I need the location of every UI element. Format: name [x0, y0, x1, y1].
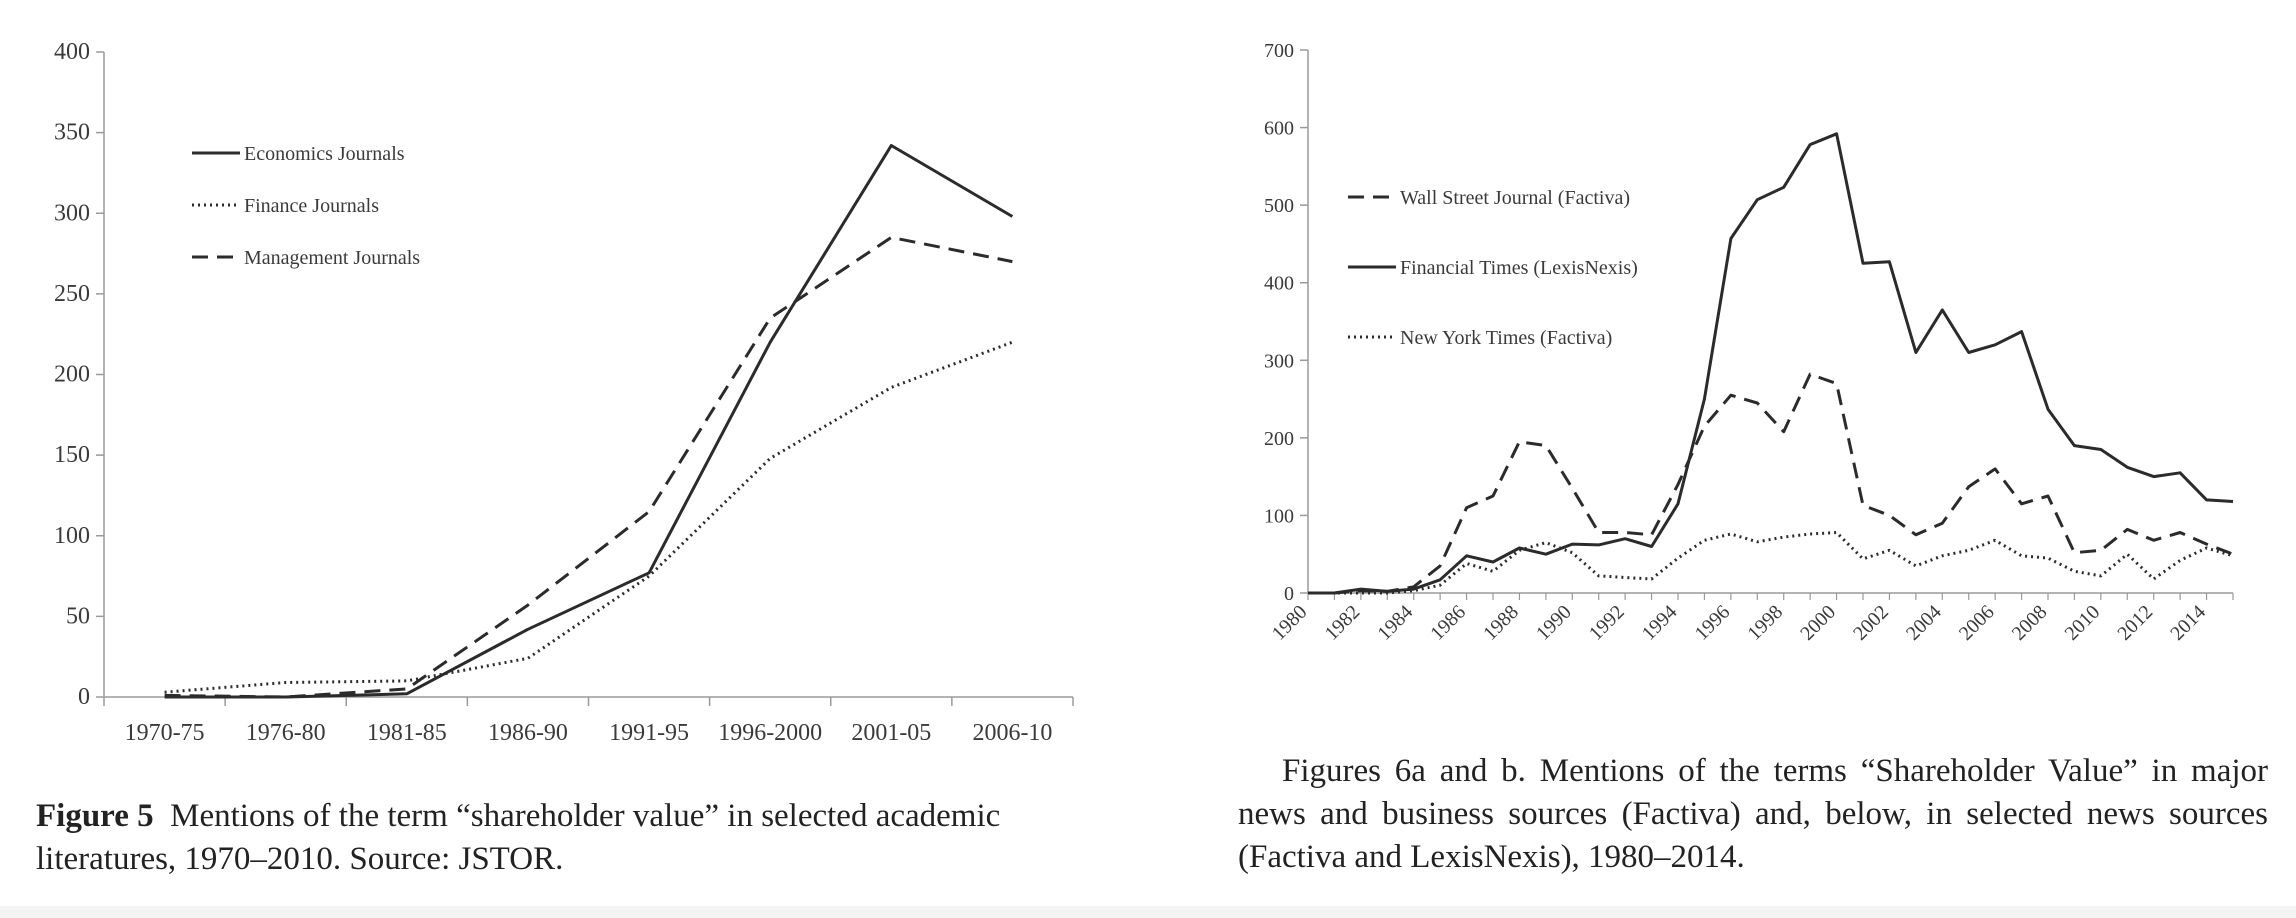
y-tick-label: 200 [54, 362, 90, 388]
x-tick-label: 2002 [1849, 601, 1893, 645]
x-tick-label: 2012 [2113, 601, 2157, 645]
x-tick-label: 2006 [1955, 601, 1999, 645]
figure-6-caption-text: Figures 6a and b. Mentions of the terms … [1238, 753, 2268, 875]
x-tick-label: 2000 [1796, 601, 1840, 645]
series-line-new-york-times-factiva [1308, 531, 2234, 595]
figure-5-caption-label: Figure 5 [36, 798, 154, 834]
x-tick-label: 1990 [1532, 601, 1576, 645]
legend-label: Management Journals [244, 247, 420, 269]
x-tick-label: 1998 [1743, 601, 1787, 645]
y-tick-label: 50 [66, 603, 90, 629]
figure-5-caption: Figure 5 Mentions of the term “sharehold… [36, 795, 1116, 881]
x-tick-label: 1988 [1479, 601, 1523, 645]
x-tick-label: 1991-95 [609, 720, 689, 746]
y-tick-label: 600 [1264, 118, 1294, 140]
figure-5-caption-text: Mentions of the term “shareholder value”… [36, 798, 1001, 877]
y-tick-label: 400 [1264, 273, 1294, 295]
series-line-financial-times-lexisnexis [1308, 132, 2234, 595]
legend-label: Financial Times (LexisNexis) [1400, 257, 1638, 279]
y-tick-label: 300 [54, 200, 90, 226]
legend-label: Finance Journals [244, 195, 379, 217]
y-tick-label: 100 [1264, 505, 1294, 527]
y-tick-label: 100 [54, 523, 90, 549]
x-tick-label: 1992 [1585, 601, 1629, 645]
y-tick-label: 200 [1264, 428, 1294, 450]
figure-6-panel: 0 100 200 300 400 500 600 700 1980 1982 1984 1986 19… [1148, 0, 2296, 918]
x-tick-label: 2008 [2008, 601, 2052, 645]
x-tick-label: 1994 [1638, 601, 1682, 645]
figure-6-caption: Figures 6a and b. Mentions of the terms … [1238, 750, 2268, 879]
x-tick-label: 1982 [1321, 601, 1365, 645]
legend-label: Wall Street Journal (Factiva) [1400, 187, 1630, 209]
x-tick-label: 1986 [1426, 601, 1470, 645]
x-tick-label: 1976-80 [246, 720, 326, 746]
x-tick-label: 2014 [2166, 601, 2210, 645]
x-tick-label: 2010 [2061, 601, 2105, 645]
x-tick-label: 1986-90 [488, 720, 568, 746]
y-tick-label: 0 [78, 684, 90, 710]
series-line-economics-journals [164, 144, 1014, 699]
x-tick-label: 1996 [1691, 601, 1735, 645]
x-tick-label: 2004 [1902, 601, 1946, 645]
x-tick-label: 1984 [1373, 601, 1417, 645]
y-tick-label: 350 [54, 120, 90, 146]
y-tick-label: 0 [1284, 583, 1294, 605]
x-tick-label: 1996-2000 [718, 720, 822, 746]
series-line-management-journals [164, 235, 1013, 699]
y-tick-label: 150 [54, 442, 90, 468]
x-tick-label: 2006-10 [972, 720, 1052, 746]
figure-5-panel: 0 50 100 150 200 250 300 350 400 1970-75 1976-80 19… [36, 39, 1116, 881]
x-tick-label: 1970-75 [125, 720, 205, 746]
figure-5-chart: 0 50 100 150 200 250 300 350 400 1970-75 1976-80 19… [54, 39, 1074, 746]
page-bottom-edge [0, 906, 2296, 918]
x-tick-label: 1981-85 [367, 720, 447, 746]
y-tick-label: 250 [54, 281, 90, 307]
series-line-wall-street-journal-factiva [1308, 372, 2234, 595]
series-line-finance-journals [164, 340, 1013, 694]
x-tick-label: 2001-05 [851, 720, 931, 746]
x-tick-label: 1980 [1268, 601, 1312, 645]
y-tick-label: 400 [54, 39, 90, 65]
y-tick-label: 500 [1264, 195, 1294, 217]
y-tick-label: 300 [1264, 350, 1294, 372]
legend-label: Economics Journals [244, 143, 405, 165]
legend-label: New York Times (Factiva) [1400, 327, 1612, 349]
y-tick-label: 700 [1264, 40, 1294, 62]
